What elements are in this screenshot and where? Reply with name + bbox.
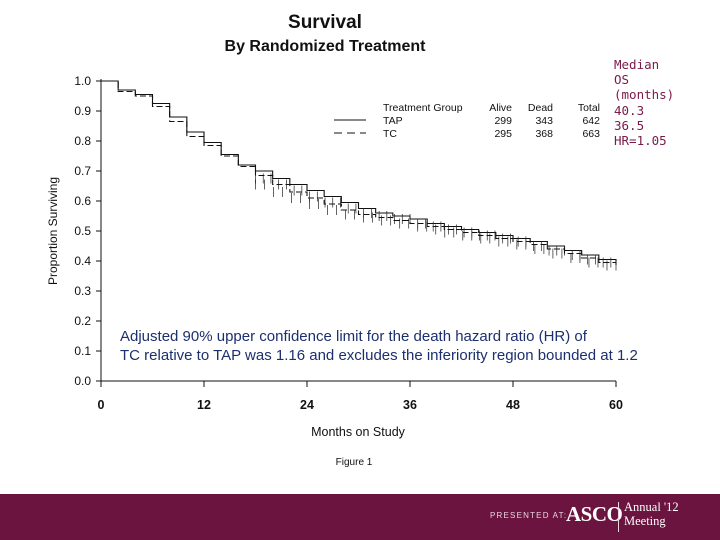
os-label: OS [614, 72, 630, 88]
chart-title: Survival [288, 12, 362, 33]
note-line-2: TC relative to TAP was 1.16 and excludes… [120, 347, 638, 364]
chart-subtitle: By Randomized Treatment [224, 38, 426, 55]
legend-row-total: 663 [582, 128, 600, 140]
hazard-ratio: HR=1.05 [614, 133, 667, 149]
legend-header: Alive [489, 102, 512, 114]
figure-caption: Figure 1 [336, 457, 373, 468]
footer-divider [618, 502, 619, 532]
legend-header: Treatment Group [383, 102, 463, 114]
y-tick-label: 0.5 [74, 224, 91, 238]
legend-header: Dead [528, 102, 553, 114]
note-line-1: Adjusted 90% upper confidence limit for … [120, 328, 587, 345]
y-tick-label: 0.9 [74, 104, 91, 118]
legend-row-dead: 368 [535, 128, 553, 140]
y-tick-label: 0.7 [74, 164, 91, 178]
legend-row-name: TC [383, 128, 397, 140]
y-tick-label: 0.8 [74, 134, 91, 148]
median-label: Median [614, 57, 660, 72]
legend-header: Total [578, 102, 600, 114]
y-tick-label: 1.0 [74, 74, 91, 88]
legend-row-alive: 295 [494, 128, 512, 140]
x-tick-label: 0 [98, 398, 105, 412]
legend-row-name: TAP [383, 115, 403, 127]
series-tc-line [101, 80, 617, 266]
x-tick-label: 36 [403, 398, 417, 412]
y-axis-label: Proportion Surviving [46, 177, 60, 285]
annual-meeting-logo: Annual '12 Meeting [624, 500, 679, 528]
annual-label: Annual '12 [624, 500, 679, 514]
asco-logo: ASCO [566, 502, 623, 526]
x-axis-label: Months on Study [311, 425, 406, 439]
y-tick-label: 0.3 [74, 284, 91, 298]
y-tick-label: 0.6 [74, 194, 91, 208]
x-tick-label: 12 [197, 398, 211, 412]
legend-row-dead: 343 [535, 115, 553, 127]
confidence-note: Adjusted 90% upper confidence limit for … [120, 327, 638, 365]
presented-at-label: PRESENTED AT: [490, 511, 568, 520]
x-tick-label: 24 [300, 398, 314, 412]
meeting-label: Meeting [624, 514, 666, 528]
x-tick-label: 60 [609, 398, 623, 412]
x-tick-label: 48 [506, 398, 520, 412]
legend-row-alive: 299 [494, 115, 512, 127]
survival-chart: 0.0 0.1 0.2 0.3 0.4 0.5 0.6 0.7 0.8 0.9 1.0 0 12 24 36… [46, 74, 623, 468]
y-tick-label: 0.4 [74, 254, 91, 268]
y-tick-label: 0.1 [74, 344, 91, 358]
median-os-box: Median OS (months) 40.3 36.5 HR=1.05 [614, 57, 674, 148]
footer-bar: PRESENTED AT: ASCO Annual '12 Meeting [0, 494, 720, 540]
y-tick-label: 0.0 [74, 374, 91, 388]
legend-row-total: 642 [582, 115, 600, 127]
y-tick-label: 0.2 [74, 314, 91, 328]
median-tc-value: 36.5 [614, 117, 645, 133]
months-label: (months) [614, 87, 675, 103]
median-tap-value: 40.3 [614, 102, 645, 118]
